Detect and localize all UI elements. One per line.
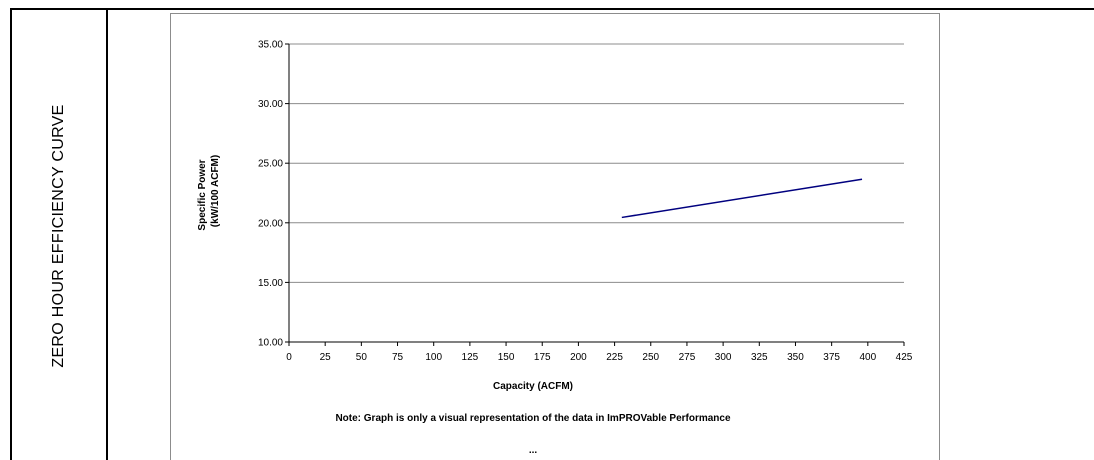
x-tick-label: 375 <box>823 352 840 363</box>
y-axis-title-line-1: Specific Power <box>197 159 208 230</box>
x-tick-label: 175 <box>534 352 551 363</box>
x-tick-label: 225 <box>606 352 623 363</box>
x-tick-label: 275 <box>679 352 696 363</box>
y-axis-title-line-2: (kW/100 ACFM) <box>210 155 221 227</box>
axes <box>285 44 904 346</box>
y-tick-label: 20.00 <box>258 218 283 229</box>
x-tick-label: 150 <box>498 352 515 363</box>
y-tick-labels: 10.00 15.00 20.00 25.00 30.00 35.00 <box>258 40 283 349</box>
x-tick-label: 325 <box>751 352 768 363</box>
series-lines <box>622 179 862 217</box>
x-tick-label: 250 <box>642 352 659 363</box>
x-tick-label: 400 <box>859 352 876 363</box>
chart-note: Note: Graph is only a visual representat… <box>335 413 731 424</box>
x-tick-label: 125 <box>462 352 479 363</box>
ellipsis-text: ... <box>529 445 538 456</box>
x-tick-label: 50 <box>356 352 368 363</box>
series-line <box>622 179 862 217</box>
x-axis-title: Capacity (ACFM) <box>493 381 573 392</box>
x-tick-label: 425 <box>896 352 913 363</box>
x-tick-label: 100 <box>425 352 442 363</box>
y-tick-label: 30.00 <box>258 99 283 110</box>
x-tick-label: 75 <box>392 352 404 363</box>
gridlines <box>289 44 904 282</box>
x-tick-labels: 0 25 50 75 100 125 150 175 200 225 250 275 300 325 350… <box>286 352 913 363</box>
y-tick-label: 35.00 <box>258 40 283 51</box>
x-tick-label: 300 <box>715 352 732 363</box>
x-tick-label: 0 <box>286 352 292 363</box>
x-tick-label: 25 <box>320 352 332 363</box>
x-tick-label: 200 <box>570 352 587 363</box>
y-tick-label: 25.00 <box>258 159 283 170</box>
y-tick-label: 15.00 <box>258 278 283 289</box>
x-tick-label: 350 <box>787 352 804 363</box>
y-tick-label: 10.00 <box>258 338 283 349</box>
